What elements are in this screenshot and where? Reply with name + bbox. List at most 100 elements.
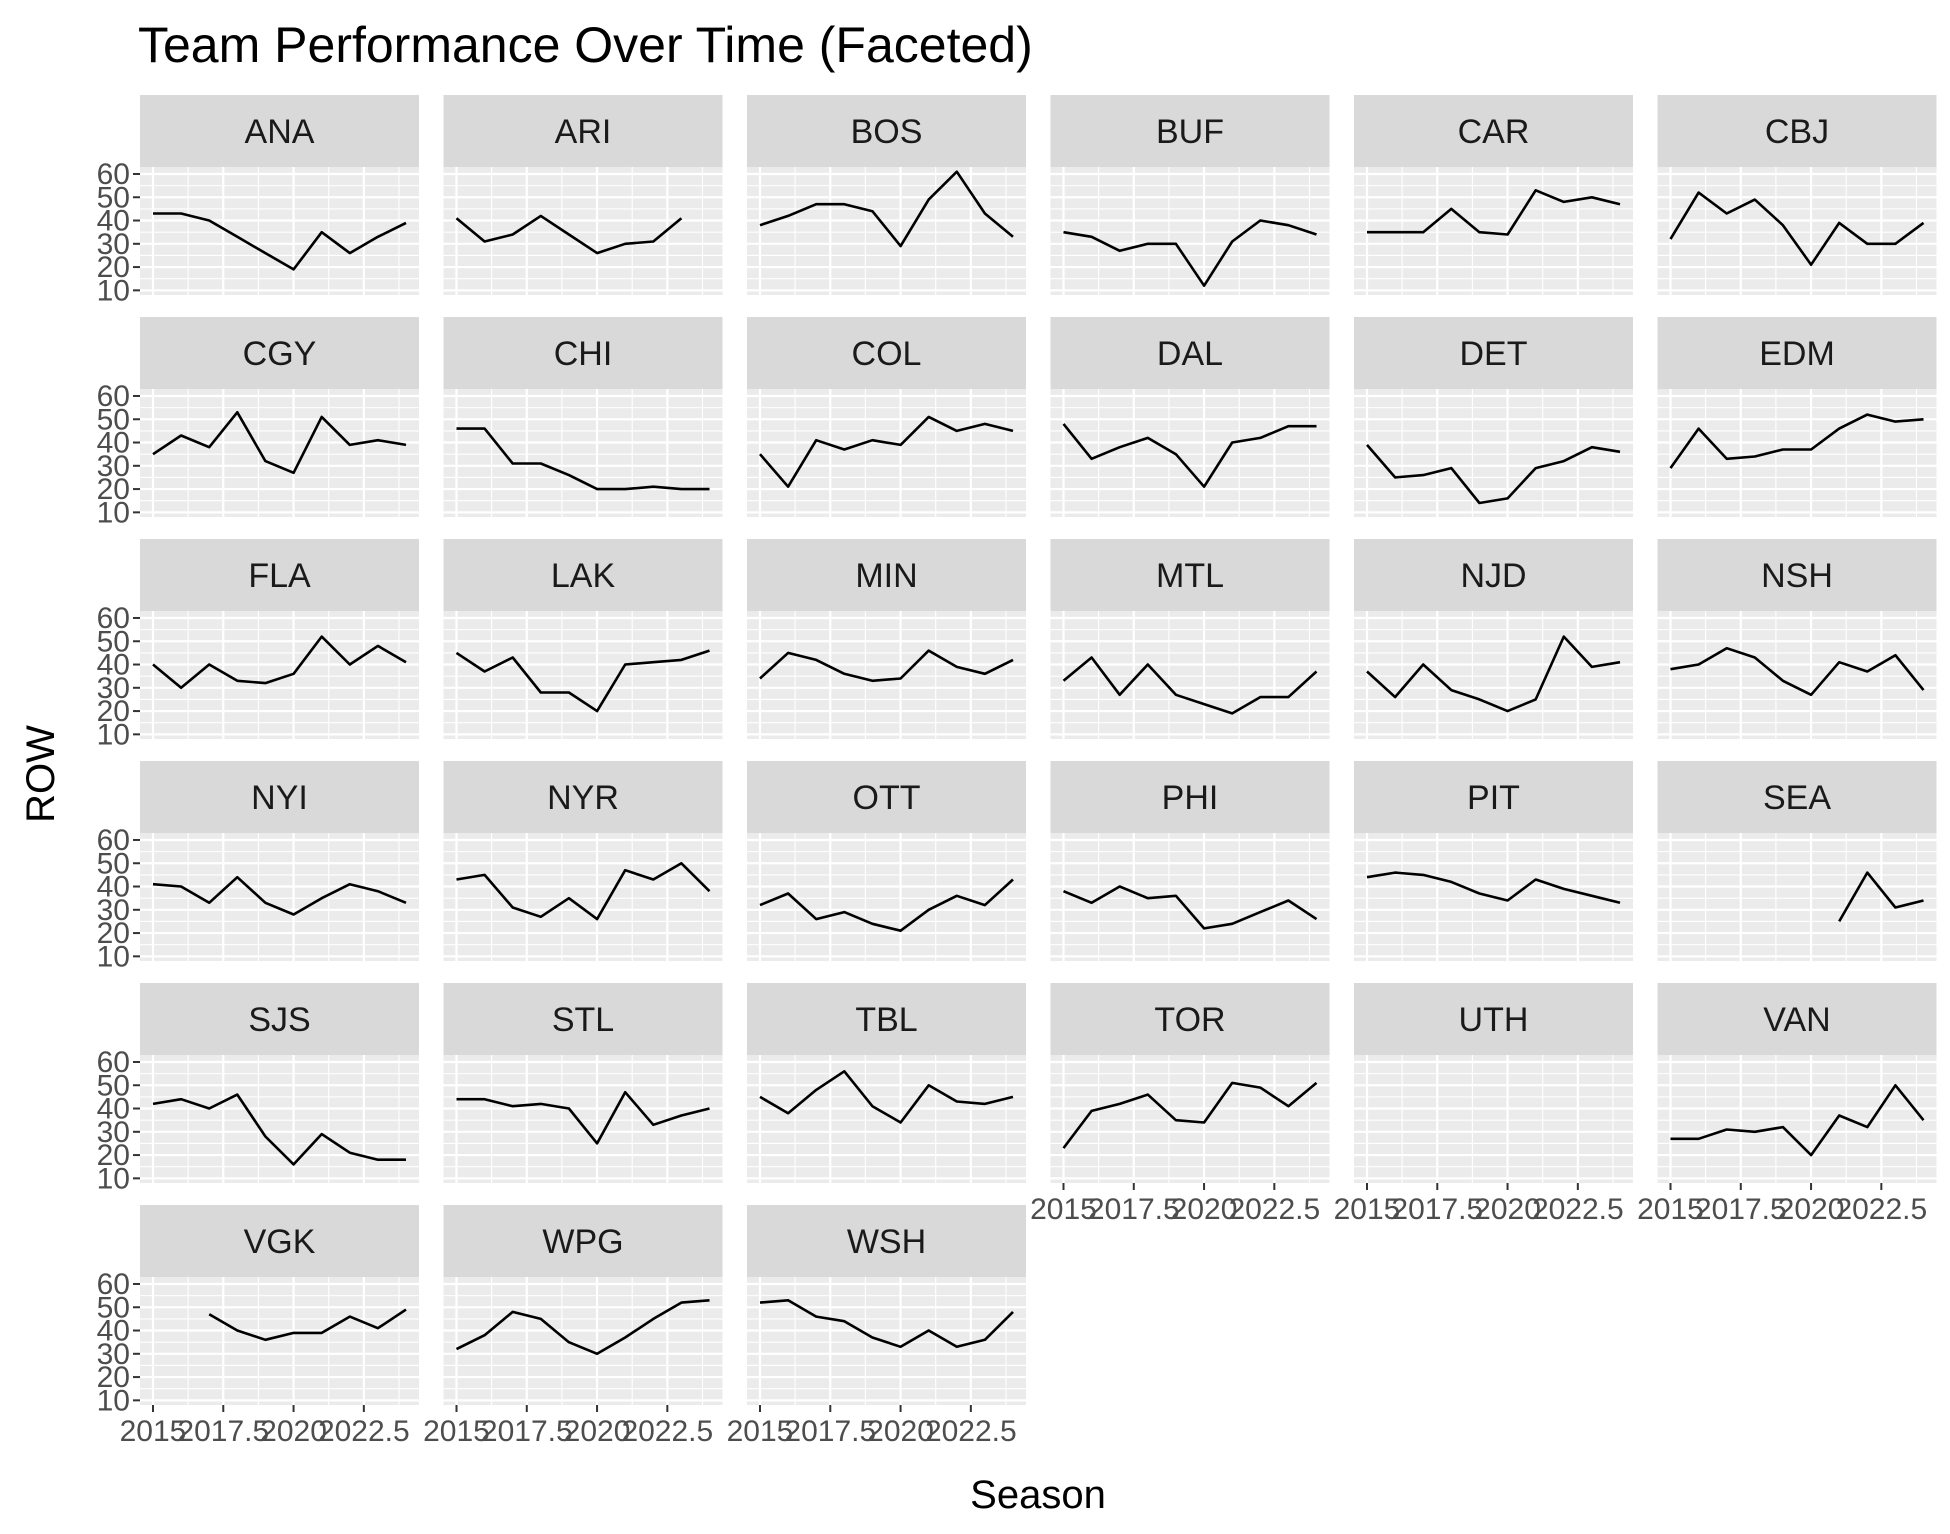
y-tick-label: 60	[97, 1268, 130, 1301]
series-line-wsh	[759, 1299, 1014, 1349]
grid-lines	[1657, 833, 1937, 961]
panel-background	[747, 611, 1026, 739]
panel-background	[443, 167, 723, 295]
y-tick-label: 20	[97, 917, 130, 950]
x-tick-label: 2015	[1334, 1193, 1401, 1226]
facet-strip	[140, 761, 419, 833]
grid-lines	[443, 833, 723, 961]
y-tick-label: 30	[97, 1338, 130, 1371]
facet-strip	[747, 1205, 1026, 1277]
series-line-lak	[455, 649, 710, 713]
x-tick-label: 2020	[260, 1415, 327, 1448]
x-tick-label: 2017.5	[784, 1415, 876, 1448]
facet-edm: EDM	[1657, 317, 1937, 517]
facet-sea: SEA	[1657, 761, 1937, 961]
facet-strip-label: BOS	[851, 113, 923, 151]
panel-background	[747, 389, 1026, 517]
chart-title: Team Performance Over Time (Faceted)	[138, 17, 1033, 73]
facet-strip-label: PIT	[1467, 779, 1520, 817]
y-tick-label: 50	[97, 181, 130, 214]
facet-tbl: TBL	[747, 983, 1026, 1183]
grid-lines	[1050, 833, 1330, 961]
facet-strip	[443, 95, 723, 167]
facet-strip	[1354, 983, 1633, 1055]
facet-strip-label: NYI	[251, 779, 308, 817]
x-tick-label: 2020	[867, 1415, 934, 1448]
x-tick-label: 2020	[1778, 1193, 1845, 1226]
panel-background	[443, 1055, 723, 1183]
facet-strip-label: EDM	[1759, 335, 1835, 373]
grid-lines	[1354, 389, 1633, 517]
facet-strip-label: MIN	[855, 557, 917, 595]
panel-background	[1657, 833, 1937, 961]
y-axis-title: ROW	[19, 725, 63, 823]
y-tick-label: 30	[97, 894, 130, 927]
panel-background	[140, 1277, 419, 1405]
facet-strip	[140, 539, 419, 611]
facet-strip	[1354, 761, 1633, 833]
x-tick-label: 2015	[1637, 1193, 1704, 1226]
y-tick-label: 20	[97, 695, 130, 728]
y-tick-label: 60	[97, 158, 130, 191]
grid-lines	[140, 1277, 419, 1405]
facet-strip	[140, 983, 419, 1055]
x-tick-label: 2020	[1171, 1193, 1238, 1226]
facet-strip-label: FLA	[248, 557, 311, 595]
grid-lines	[1657, 1055, 1937, 1183]
facet-strip	[443, 1205, 723, 1277]
facet-strip	[1050, 95, 1330, 167]
y-tick-label: 10	[97, 940, 130, 973]
facet-strip	[443, 983, 723, 1055]
y-tick-label: 40	[97, 205, 130, 238]
facet-strip	[1354, 95, 1633, 167]
y-tick-label: 50	[97, 625, 130, 658]
facet-strip	[140, 95, 419, 167]
x-tick-label: 2020	[1474, 1193, 1541, 1226]
facet-cbj: CBJ	[1657, 95, 1937, 295]
x-tick-label: 2022.5	[1835, 1193, 1927, 1226]
x-tick-label: 2022.5	[925, 1415, 1017, 1448]
facet-strip-label: COL	[852, 335, 922, 373]
grid-lines	[1354, 1055, 1633, 1183]
panel-background	[747, 833, 1026, 961]
series-line-pit	[1366, 871, 1621, 905]
x-tick-label: 2017.5	[1695, 1193, 1787, 1226]
facet-strip-label: WSH	[847, 1223, 926, 1261]
facet-car: CAR	[1354, 95, 1633, 295]
series-line-tbl	[759, 1070, 1014, 1124]
grid-lines	[747, 611, 1026, 739]
facet-lak: LAK	[443, 539, 723, 739]
panel-background	[140, 1055, 419, 1183]
series-line-chi	[456, 427, 710, 491]
y-tick-label: 10	[97, 496, 130, 529]
series-line-tor	[1062, 1081, 1318, 1149]
facet-strip-label: OTT	[853, 779, 921, 817]
series-line-ott	[759, 878, 1014, 932]
facet-nyr: NYR	[443, 761, 723, 961]
y-tick-label: 60	[97, 1046, 130, 1079]
facet-strip	[747, 95, 1026, 167]
y-tick-label: 50	[97, 1069, 130, 1102]
panel-background	[747, 1055, 1026, 1183]
panel-background	[140, 167, 419, 295]
facet-mtl: MTL	[1050, 539, 1330, 739]
series-line-edm	[1669, 413, 1924, 469]
y-tick-label: 40	[97, 1315, 130, 1348]
series-line-ana	[153, 212, 407, 271]
facet-bos: BOS	[747, 95, 1026, 295]
y-tick-label: 60	[97, 380, 130, 413]
x-tick-label: 2022.5	[1532, 1193, 1624, 1226]
facet-strip-label: UTH	[1459, 1001, 1529, 1039]
facet-strip-label: DAL	[1157, 335, 1223, 373]
panel-background	[1050, 833, 1330, 961]
y-tick-label: 40	[97, 1093, 130, 1126]
y-tick-label: 10	[97, 718, 130, 751]
grid-lines	[1657, 167, 1937, 295]
panel-background	[443, 1277, 723, 1405]
facet-strip-label: NYR	[547, 779, 619, 817]
y-tick-label: 40	[97, 871, 130, 904]
facet-strip-label: ARI	[555, 113, 612, 151]
